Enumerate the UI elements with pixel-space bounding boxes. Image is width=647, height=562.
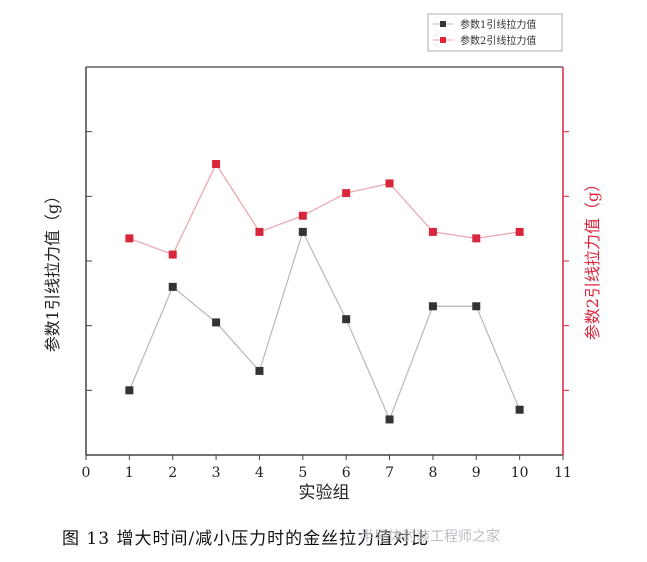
x-tick-label: 4 [255, 465, 264, 481]
data-point-series-1 [342, 315, 351, 324]
data-point-series-2 [125, 234, 134, 243]
data-point-series-2 [515, 227, 524, 236]
legend: 参数1引线拉力值 参数2引线拉力值 [427, 13, 563, 52]
data-point-series-2 [168, 250, 177, 259]
data-point-series-1 [472, 302, 481, 311]
chart: 0 1 2 3 4 5 6 7 8 9 10 11 实验组 参数1引线拉力值（g） 参数2引线拉力值（… [43, 13, 602, 503]
right-axis-ticks [563, 131, 569, 391]
legend-marker-series-1 [440, 21, 446, 27]
data-point-series-1 [515, 405, 524, 414]
watermark: 半导体封装工程师之家 [360, 529, 500, 545]
data-point-series-1 [385, 415, 394, 424]
data-point-series-2 [255, 227, 264, 236]
legend-label-series-1: 参数1引线拉力值 [460, 18, 536, 31]
caption-text: 图 13 增大时间/减小压力时的金丝拉力值对比 [62, 529, 430, 549]
data-point-series-2 [385, 179, 394, 188]
series-line-1 [128, 230, 521, 422]
figure-caption: 图 13 增大时间/减小压力时的金丝拉力值对比 半导体封装工程师之家 [0, 520, 647, 550]
data-point-series-2 [342, 189, 351, 198]
x-tick-label: 6 [342, 465, 351, 481]
x-axis-ticks: 0 1 2 3 4 5 6 7 8 9 10 11 [82, 455, 572, 481]
left-axis-label: 参数1引线拉力值（g） [43, 188, 62, 352]
data-point-series-2 [428, 227, 437, 236]
x-tick-label: 5 [298, 465, 307, 481]
x-axis-label: 实验组 [299, 483, 350, 503]
x-tick-label: 3 [212, 465, 221, 481]
data-point-series-1 [168, 282, 177, 291]
x-tick-label: 0 [82, 465, 91, 481]
x-tick-label: 2 [168, 465, 177, 481]
data-point-series-2 [212, 160, 221, 168]
data-point-series-1 [255, 366, 264, 375]
data-point-series-1 [125, 386, 134, 395]
legend-marker-series-2 [440, 37, 446, 43]
right-axis-label: 参数2引线拉力值（g） [583, 176, 602, 340]
data-point-series-2 [298, 211, 307, 220]
x-tick-label: 10 [511, 465, 529, 481]
data-point-series-1 [298, 227, 307, 236]
x-tick-label: 1 [125, 465, 134, 481]
data-point-series-1 [428, 302, 437, 311]
x-tick-label: 8 [428, 465, 437, 481]
x-tick-label: 9 [472, 465, 481, 481]
x-tick-label: 11 [554, 465, 572, 481]
series-line-2 [129, 162, 520, 256]
x-tick-label: 7 [385, 465, 394, 481]
left-axis-ticks [86, 131, 92, 391]
series-layer [125, 160, 524, 424]
legend-box [427, 13, 563, 52]
data-point-series-1 [212, 318, 221, 327]
legend-label-series-2: 参数2引线拉力值 [460, 34, 536, 47]
data-point-series-2 [472, 234, 481, 243]
